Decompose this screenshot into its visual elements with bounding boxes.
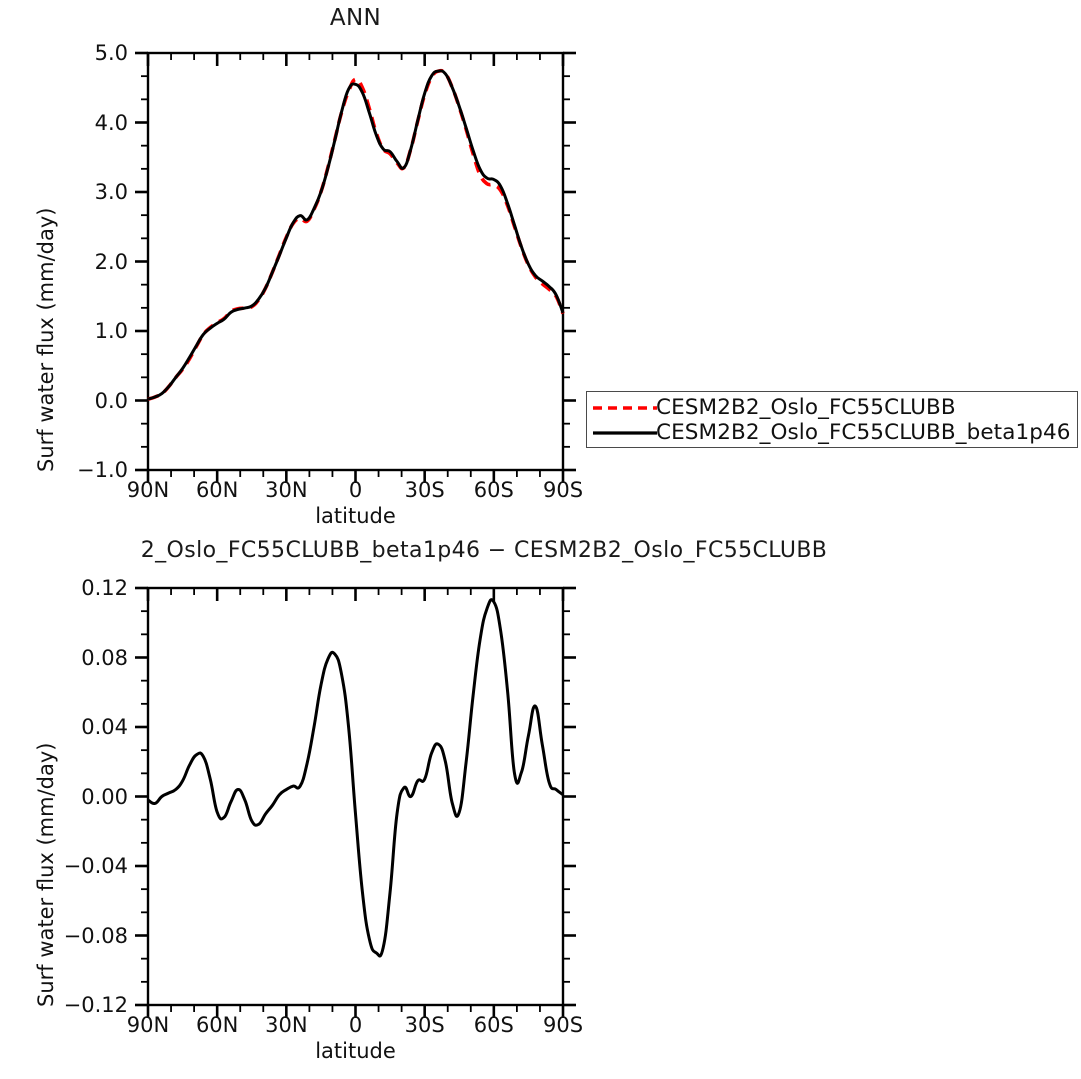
bottom-y-tick-1: 0.08: [81, 645, 128, 670]
bottom-x-tick-2: 30N: [265, 1013, 308, 1037]
series-line-reference: [147, 68, 565, 401]
top-x-tick-1: 60N: [195, 478, 239, 502]
top-x-tick-2: 30N: [265, 478, 308, 502]
bottom-y-tick-6: −0.12: [63, 993, 128, 1017]
top-chart-panel: ANN 5.0 4.0 3.0 2.0 1.0 0.0 −1.0 90N 60N 30N 0 30S…: [0, 0, 1078, 530]
top-y-tick-3: 2.0: [94, 249, 128, 274]
bottom-series-group: [147, 598, 564, 958]
top-x-tick-4: 30S: [404, 478, 445, 502]
series-line-test: [147, 69, 565, 401]
bottom-y-tick-2: 0.04: [81, 715, 128, 739]
top-y-tick-5: 0.0: [94, 388, 128, 413]
top-x-tick-0: 90N: [126, 478, 170, 502]
bottom-x-tick-4: 30S: [404, 1013, 445, 1037]
legend-label-test: CESM2B2_Oslo_FC55CLUBB_beta1p46: [656, 419, 1071, 445]
bottom-y-tick-0: 0.12: [81, 576, 128, 600]
legend-entry-reference: CESM2B2_Oslo_FC55CLUBB: [593, 394, 956, 420]
bottom-x-tick-6: 90S: [542, 1013, 584, 1037]
bottom-y-axis-label: Surf water flux (mm/day): [34, 742, 58, 1008]
legend-label-reference: CESM2B2_Oslo_FC55CLUBB: [656, 394, 956, 420]
bottom-y-tick-4: −0.04: [63, 854, 128, 878]
top-x-tick-5: 60S: [473, 478, 514, 502]
top-chart-canvas: [135, 51, 576, 483]
top-x-tick-6: 90S: [542, 478, 584, 502]
bottom-x-tick-5: 60S: [473, 1013, 514, 1037]
top-y-tick-1: 4.0: [94, 110, 128, 135]
top-series-group: [147, 68, 565, 401]
bottom-axis-ticks: [135, 586, 576, 1018]
bottom-chart-panel: 2_Oslo_FC55CLUBB_beta1p46 − CESM2B2_Oslo…: [0, 530, 827, 1079]
bottom-x-axis-label: latitude: [315, 1039, 396, 1063]
top-y-tick-6: −1.0: [77, 458, 128, 482]
bottom-chart-title: 2_Oslo_FC55CLUBB_beta1p46 − CESM2B2_Oslo…: [140, 538, 828, 563]
top-y-tick-2: 3.0: [94, 180, 128, 204]
legend: CESM2B2_Oslo_FC55CLUBB CESM2B2_Oslo_FC55…: [586, 391, 1078, 448]
series-line-difference: [147, 598, 564, 958]
bottom-x-tick-3: 0: [348, 1013, 363, 1037]
bottom-y-tick-5: −0.08: [63, 923, 128, 948]
top-y-tick-0: 5.0: [94, 41, 128, 65]
top-x-tick-3: 0: [348, 478, 363, 502]
bottom-x-tick-0: 90N: [126, 1013, 170, 1037]
bottom-x-tick-1: 60N: [195, 1013, 239, 1037]
bottom-y-tick-3: 0.00: [81, 784, 128, 809]
top-y-axis-label: Surf water flux (mm/day): [34, 207, 58, 473]
legend-swatch-solid-icon: [593, 425, 657, 439]
top-y-tick-4: 1.0: [94, 319, 128, 343]
bottom-chart-canvas: [135, 586, 576, 1018]
legend-swatch-dashed-icon: [593, 400, 657, 414]
top-axes-frame: [146, 51, 565, 472]
top-axis-ticks: [135, 51, 576, 483]
top-x-axis-label: latitude: [315, 504, 396, 528]
legend-entry-test: CESM2B2_Oslo_FC55CLUBB_beta1p46: [593, 419, 1071, 445]
top-chart-title: ANN: [329, 5, 382, 31]
